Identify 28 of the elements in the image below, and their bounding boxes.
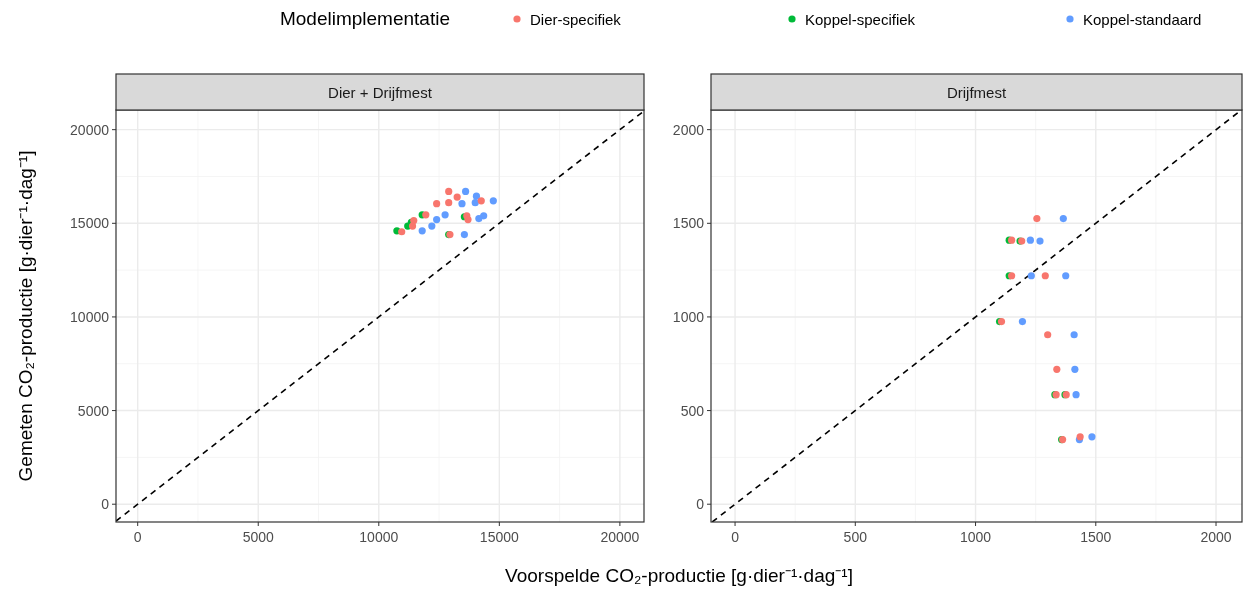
y-axis-title: Gemeten CO₂-productie [g·dier⁻¹·dag⁻¹] <box>15 150 36 482</box>
x-tick-label: 5000 <box>242 529 275 545</box>
y-tick-label: 0 <box>101 496 110 513</box>
x-tick-label: 20000 <box>600 529 640 545</box>
legend-title: Modelimplementatie <box>279 8 450 29</box>
x-tick-label: 10000 <box>359 529 399 545</box>
chart-title: Dier + Drijfmest <box>328 84 433 101</box>
x-tick-label: 1000 <box>959 529 992 545</box>
y-tick-label: 10000 <box>70 308 110 325</box>
x-tick-label: 500 <box>843 529 868 545</box>
x-tick-label: 15000 <box>479 529 520 545</box>
x-tick-label: 0 <box>133 529 142 545</box>
y-tick-label: 1500 <box>672 215 705 232</box>
x-tick-label: 1500 <box>1080 529 1112 545</box>
legend-label: Koppel-specifiek <box>805 11 916 28</box>
y-tick-label: 5000 <box>77 402 110 419</box>
y-tick-label: 20000 <box>70 121 110 138</box>
y-tick-label: 1000 <box>672 308 705 325</box>
x-tick-label: 0 <box>731 529 740 545</box>
chart-title: Drijfmest <box>946 84 1007 101</box>
y-tick-label: 500 <box>680 402 705 419</box>
y-tick-label: 2000 <box>672 121 705 138</box>
legend-label: Dier-specifiek <box>530 11 622 28</box>
legend-label: Koppel-standaard <box>1083 11 1202 28</box>
x-tick-label: 2000 <box>1200 529 1232 545</box>
x-axis-title: Voorspelde CO₂-productie [g·dier⁻¹·dag⁻¹] <box>505 565 853 586</box>
y-tick-label: 15000 <box>70 215 110 232</box>
y-tick-label: 0 <box>696 496 705 513</box>
